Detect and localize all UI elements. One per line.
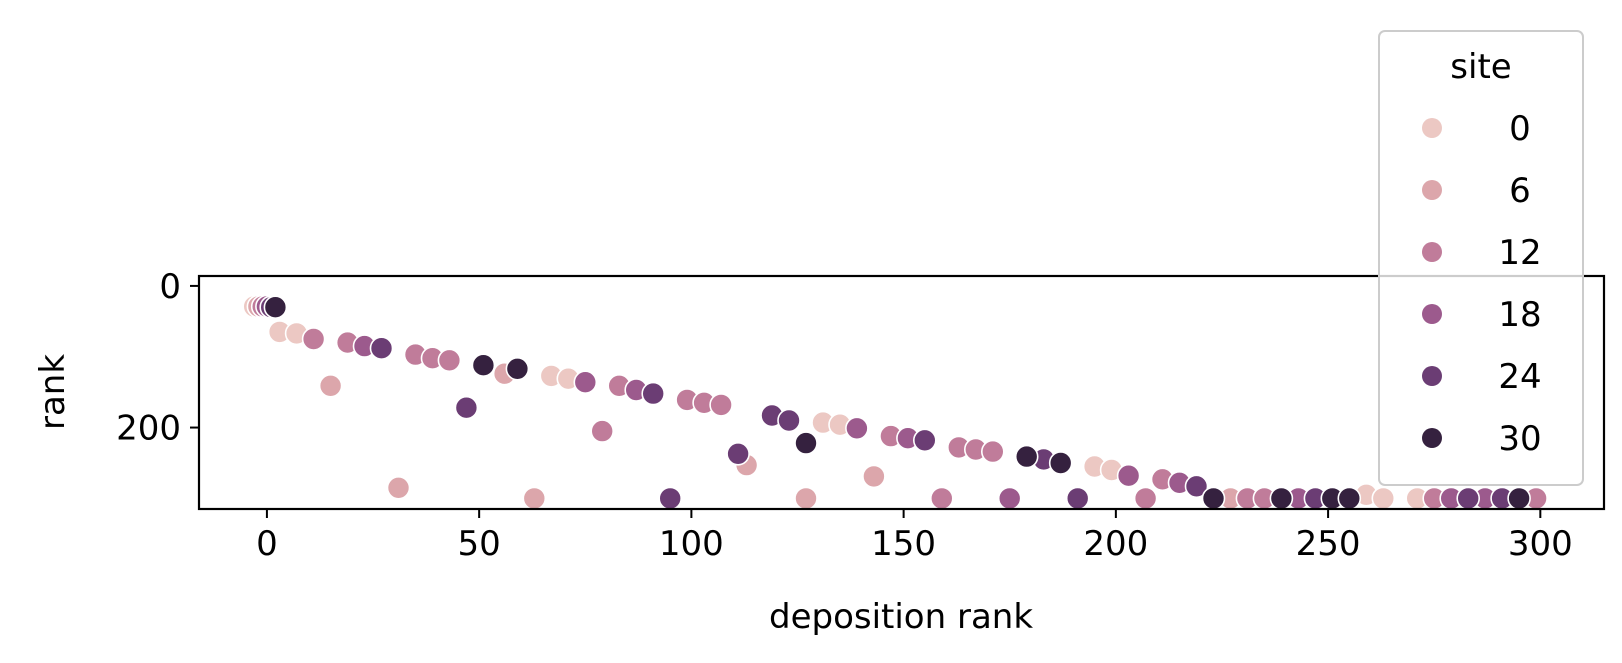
x-tick-label: 100 xyxy=(659,524,724,564)
data-point-site-18 xyxy=(845,416,869,441)
y-tick-label: 0 xyxy=(159,267,181,307)
legend-title: site xyxy=(1450,47,1511,87)
data-point-site-12 xyxy=(929,486,954,511)
data-point-site-24 xyxy=(777,408,801,433)
data-point-site-6 xyxy=(386,475,411,500)
legend-marker xyxy=(1422,366,1442,386)
data-point-site-12 xyxy=(1133,486,1158,511)
data-point-site-30 xyxy=(1014,444,1039,469)
data-point-site-18 xyxy=(1116,463,1141,488)
data-point-site-12 xyxy=(980,439,1005,464)
legend-marker xyxy=(1422,118,1442,138)
legend-marker xyxy=(1422,242,1442,262)
x-tick-label: 250 xyxy=(1296,524,1361,564)
data-point-site-12 xyxy=(709,393,733,417)
x-tick-label: 300 xyxy=(1508,524,1573,564)
data-point-site-24 xyxy=(1184,474,1209,499)
data-point-site-30 xyxy=(263,295,288,320)
x-axis: 0 50 100 150 200 250 300 xyxy=(256,509,1573,564)
data-point-site-6 xyxy=(522,486,547,511)
data-point-site-24 xyxy=(912,428,937,453)
data-point-site-24 xyxy=(1456,486,1480,511)
legend-label: 30 xyxy=(1498,419,1541,459)
legend-entries: 0 6 12 18 24 30 xyxy=(1422,109,1542,459)
data-point-site-6 xyxy=(318,373,343,398)
legend: site 0 6 12 18 24 30 xyxy=(1378,30,1584,486)
plot-frame xyxy=(197,274,1606,511)
data-point-site-24 xyxy=(454,395,479,420)
data-point-site-18 xyxy=(573,370,598,395)
data-point-site-30 xyxy=(1048,451,1073,475)
data-point-site-12 xyxy=(590,419,615,443)
data-point-site-18 xyxy=(997,486,1022,511)
data-points xyxy=(242,294,1548,511)
legend-label: 0 xyxy=(1509,109,1531,149)
data-point-site-12 xyxy=(301,327,326,351)
x-tick-label: 150 xyxy=(871,524,936,564)
data-point-site-6 xyxy=(794,486,818,511)
data-point-site-30 xyxy=(1507,486,1531,511)
x-tick-label: 200 xyxy=(1083,524,1148,564)
data-point-site-12 xyxy=(437,348,462,373)
legend-label: 18 xyxy=(1498,295,1541,335)
y-axis: 0 200 xyxy=(116,267,199,449)
legend-label: 24 xyxy=(1498,357,1541,397)
y-axis-title: rank xyxy=(33,354,73,430)
data-point-site-24 xyxy=(1065,486,1090,511)
data-point-site-30 xyxy=(505,356,530,381)
data-point-site-24 xyxy=(641,381,666,406)
data-point-site-6 xyxy=(862,464,886,489)
legend-label: 6 xyxy=(1509,171,1531,211)
x-tick-label: 50 xyxy=(458,524,501,564)
legend-marker xyxy=(1422,304,1442,324)
y-tick-label: 200 xyxy=(116,409,181,449)
x-tick-label: 0 xyxy=(256,524,278,564)
legend-box xyxy=(1378,30,1584,486)
data-point-site-24 xyxy=(658,486,683,511)
data-point-site-24 xyxy=(369,336,394,361)
data-point-site-30 xyxy=(794,431,818,455)
data-point-site-0 xyxy=(1371,486,1396,511)
legend-marker xyxy=(1422,428,1442,448)
x-axis-title: deposition rank xyxy=(769,597,1033,637)
data-point-site-24 xyxy=(726,441,750,466)
legend-marker xyxy=(1422,180,1442,200)
legend-label: 12 xyxy=(1498,233,1541,273)
data-point-site-30 xyxy=(1337,486,1362,511)
data-point-site-30 xyxy=(1201,486,1226,511)
data-point-site-30 xyxy=(1269,486,1294,511)
data-point-site-30 xyxy=(471,353,496,378)
